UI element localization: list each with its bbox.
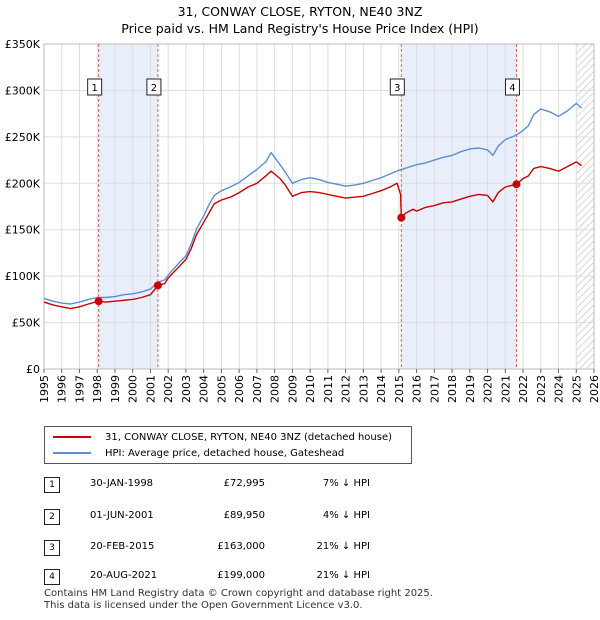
legend-item-hpi: HPI: Average price, detached house, Gate… [53,445,344,461]
transaction-price: £163,000 [217,541,265,552]
legend-swatch-property [53,436,91,438]
transaction-hpi-diff: 4% ↓ HPI [322,510,370,521]
chart-subtitle: Price paid vs. HM Land Registry's House … [121,21,479,36]
legend: 31, CONWAY CLOSE, RYTON, NE40 3NZ (detac… [44,426,412,464]
y-tick-label: £350K [5,38,41,51]
transaction-price: £72,995 [223,478,265,489]
legend-item-property: 31, CONWAY CLOSE, RYTON, NE40 3NZ (detac… [53,429,392,445]
x-tick-label: 2022 [517,375,530,403]
x-tick-label: 2005 [215,375,228,403]
marker-box [146,78,162,96]
transaction-row: 1 30-JAN-1998 £72,995 7% ↓ HPI [0,474,600,498]
marker-box [389,78,405,96]
x-tick-label: 2016 [411,375,424,403]
series-line-property [43,161,583,310]
marker-label: 4 [509,83,515,94]
y-tick-label: £0 [26,363,40,376]
transaction-number: 1 [44,477,60,493]
x-tick-label: 2024 [553,375,566,403]
x-tick-label: 2011 [322,375,335,403]
transaction-number: 3 [44,540,60,556]
y-tick-label: £300K [5,84,41,97]
sale-point [94,297,103,306]
plot-frame [43,43,595,370]
y-tick-label: £250K [5,131,41,144]
x-tick-label: 2013 [357,375,370,403]
y-tick-label: £50K [12,317,41,330]
x-tick-label: 2015 [393,375,406,403]
marker-label: 2 [151,83,157,94]
x-tick-label: 2000 [127,375,140,403]
transaction-row: 2 01-JUN-2001 £89,950 4% ↓ HPI [0,506,600,530]
x-tick-label: 2008 [269,375,282,403]
x-tick-label: 2026 [588,375,600,403]
footer-copyright: Contains HM Land Registry data © Crown c… [44,588,433,599]
series-line-hpi [43,102,583,305]
x-tick-label: 1998 [91,375,104,403]
x-tick-label: 2007 [251,375,264,403]
transaction-hpi-diff: 21% ↓ HPI [316,541,370,552]
x-tick-label: 2025 [570,375,583,403]
price-chart: £0 £50K £100K £150K £200K £250K £300K £350K 1995… [5,38,600,403]
transaction-date: 20-AUG-2021 [90,570,158,581]
transaction-hpi-diff: 7% ↓ HPI [322,478,370,489]
x-tick-label: 2018 [446,375,459,403]
transaction-number: 4 [44,569,60,585]
sale-point [153,281,162,290]
x-tick-label: 2014 [375,375,388,403]
transaction-price: £199,000 [217,570,265,581]
legend-label-hpi: HPI: Average price, detached house, Gate… [105,447,345,459]
x-tick-label: 2012 [340,375,353,403]
x-tick-label: 2006 [233,375,246,403]
x-tick-label: 1996 [56,375,69,403]
marker-box [87,78,103,96]
footer: Contains HM Land Registry data © Crown c… [44,588,433,612]
x-tick-label: 2009 [286,375,299,403]
x-tick-label: 2001 [144,375,157,403]
transaction-row: 4 20-AUG-2021 £199,000 21% ↓ HPI [0,566,600,590]
transaction-number: 2 [44,509,60,525]
x-tick-label: 2003 [180,375,193,403]
shaded-period [401,44,517,369]
transaction-hpi-diff: 21% ↓ HPI [316,570,370,581]
transaction-date: 30-JAN-1998 [90,478,154,489]
x-tick-label: 1997 [73,375,86,403]
sale-point [512,180,521,189]
marker-box [504,78,520,96]
transaction-row: 3 20-FEB-2015 £163,000 21% ↓ HPI [0,537,600,561]
x-tick-label: 2023 [535,375,548,403]
x-tick-label: 2017 [428,375,441,403]
x-tick-label: 2002 [162,375,175,403]
transaction-date: 01-JUN-2001 [90,510,154,521]
legend-swatch-hpi [53,452,91,454]
x-tick-label: 2010 [304,375,317,403]
transaction-date: 20-FEB-2015 [90,541,155,552]
y-tick-label: £100K [5,270,41,283]
shaded-period [98,44,158,369]
forecast-hatch [576,44,594,369]
x-tick-label: 2004 [198,375,211,403]
x-tick-label: 2021 [499,375,512,403]
x-tick-label: 2020 [482,375,495,403]
x-tick-label: 2019 [464,375,477,403]
x-tick-label: 1995 [38,375,51,403]
marker-label: 3 [394,83,400,94]
transaction-price: £89,950 [223,510,265,521]
y-tick-label: £150K [5,224,41,237]
y-tick-label: £200K [5,177,41,190]
sale-point [397,213,406,222]
footer-licence: This data is licensed under the Open Gov… [44,600,363,611]
marker-label: 1 [91,83,97,94]
legend-label-property: 31, CONWAY CLOSE, RYTON, NE40 3NZ (detac… [105,431,393,443]
chart-title: 31, CONWAY CLOSE, RYTON, NE40 3NZ [177,4,423,19]
x-tick-label: 1999 [109,375,122,403]
